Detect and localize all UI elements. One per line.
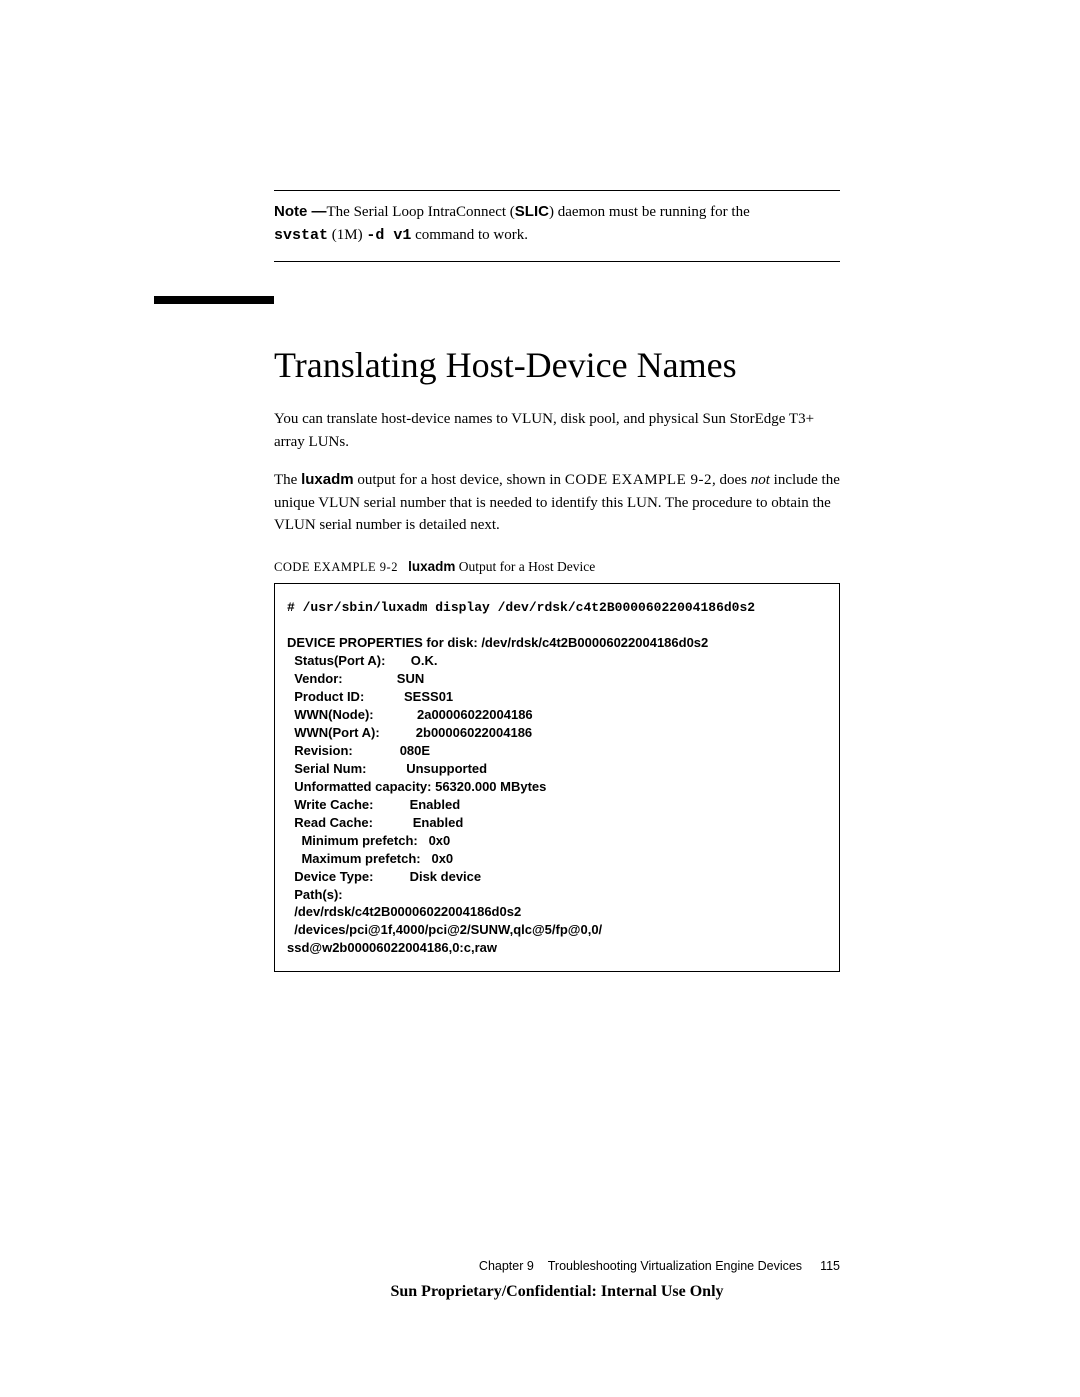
caption-rest: Output for a Host Device <box>455 559 595 574</box>
code-caption: CODE EXAMPLE 9-2 luxadm Output for a Hos… <box>274 559 840 575</box>
paragraph-2: The luxadm output for a host device, sho… <box>274 469 840 537</box>
caption-ref: CODE EXAMPLE 9-2 <box>274 560 398 574</box>
section-heading: Translating Host-Device Names <box>274 344 840 386</box>
p2-c: , does <box>712 472 751 488</box>
content-column: Note —The Serial Loop IntraConnect (SLIC… <box>274 190 840 972</box>
note-rule-top <box>274 190 840 191</box>
footer-page-number: 115 <box>820 1259 840 1273</box>
code-example-box: # /usr/sbin/luxadm display /dev/rdsk/c4t… <box>274 583 840 973</box>
paragraph-1: You can translate host-device names to V… <box>274 408 840 453</box>
note-text-3: command to work. <box>411 227 528 243</box>
p2-luxadm: luxadm <box>301 471 354 488</box>
footer-classification: Sun Proprietary/Confidential: Internal U… <box>274 1283 840 1301</box>
code-command: # /usr/sbin/luxadm display /dev/rdsk/c4t… <box>287 600 755 615</box>
caption-cmd: luxadm <box>408 559 455 574</box>
page-footer: Chapter 9 Troubleshooting Virtualization… <box>274 1259 840 1301</box>
footer-line: Chapter 9 Troubleshooting Virtualization… <box>274 1259 840 1273</box>
note-slic: SLIC <box>515 203 549 220</box>
page: Note —The Serial Loop IntraConnect (SLIC… <box>0 0 1080 1397</box>
p2-not: not <box>751 472 770 488</box>
footer-chapter: Chapter 9 <box>479 1259 534 1273</box>
note-svstat: svstat <box>274 227 328 244</box>
p2-b: output for a host device, shown in <box>354 472 565 488</box>
note-text-2: ) daemon must be running for the <box>549 204 750 220</box>
code-body: DEVICE PROPERTIES for disk: /dev/rdsk/c4… <box>287 635 708 955</box>
note-1m: (1M) <box>328 227 366 243</box>
footer-title: Troubleshooting Virtualization Engine De… <box>548 1259 802 1273</box>
section-marker <box>154 296 274 304</box>
note-text-1: The Serial Loop IntraConnect ( <box>327 204 515 220</box>
note-rule-bottom <box>274 261 840 262</box>
p2-a: The <box>274 472 301 488</box>
note-prefix: Note — <box>274 203 327 220</box>
note-dv1: -d v1 <box>366 227 411 244</box>
p2-ref: CODE EXAMPLE 9-2 <box>565 472 712 488</box>
note-paragraph: Note —The Serial Loop IntraConnect (SLIC… <box>274 201 840 247</box>
